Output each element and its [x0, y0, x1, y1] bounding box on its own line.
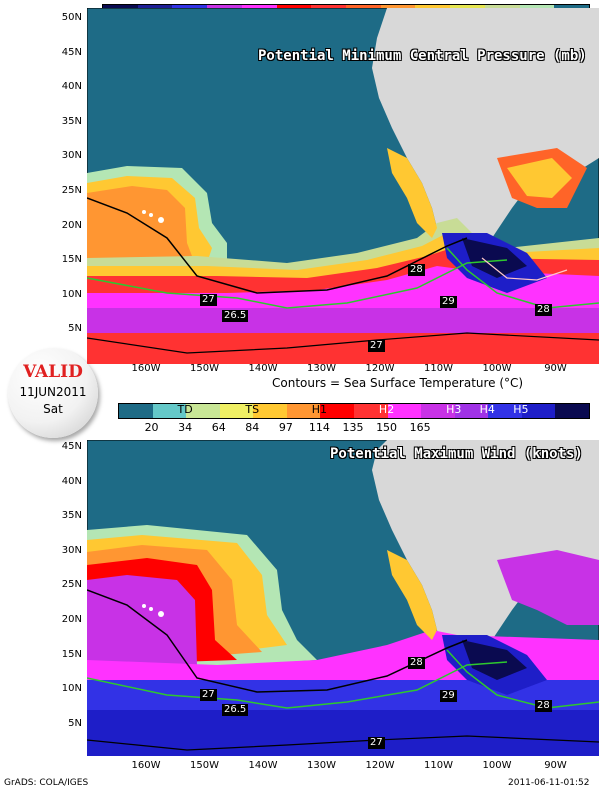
longitude-tick-label: 120W [365, 760, 395, 771]
longitude-tick-label: 110W [424, 363, 453, 374]
pressure-panel-title: Potential Minimum Central Pressure (mb) [258, 48, 587, 64]
latitude-tick-label: 45N [61, 46, 82, 58]
latitude-tick-label: 5N [68, 323, 82, 335]
valid-time-badge: VALID 11JUN2011 Sat [8, 348, 98, 438]
colorbar-label: 97 [278, 421, 293, 434]
longitude-tick-label: 130W [307, 363, 336, 374]
latitude-tick-label: 50N [61, 12, 82, 23]
contour-label: 27 [200, 689, 217, 701]
latitude-tick-label: 40N [61, 81, 82, 93]
colorbar-label: 150 [376, 421, 398, 434]
colorbar-swatch [253, 404, 288, 418]
latitude-tick-label: 30N [61, 544, 82, 556]
colorbar-swatch [354, 404, 389, 418]
latitude-tick-label: 25N [61, 185, 82, 196]
longitude-tick-label: 140W [248, 363, 278, 374]
contour-label: 28 [535, 304, 552, 316]
latitude-tick-label: 40N [61, 475, 82, 487]
valid-date: 11JUN2011 [19, 385, 87, 399]
latitude-tick-label: 10N [61, 288, 82, 300]
colorbar-swatch [119, 404, 154, 418]
colorbar-swatch [152, 404, 187, 418]
colorbar-label: 84 [245, 421, 260, 434]
latitude-tick-label: 25N [61, 579, 82, 591]
latitude-tick-label: 15N [61, 254, 82, 266]
contour-label: 28 [408, 657, 425, 669]
footer-credit: GrADS: COLA/IGES [4, 778, 89, 788]
longitude-tick-label: 100W [482, 363, 512, 374]
footer-timestamp: 2011-06-11-01:52 [508, 778, 590, 788]
latitude-tick-label: 35N [61, 510, 82, 522]
valid-day: Sat [43, 402, 63, 416]
latitude-tick-label: 45N [61, 441, 82, 452]
longitude-tick-label: 150W [190, 760, 219, 771]
colorbar-label: 165 [409, 421, 431, 434]
colorbar-swatch [488, 404, 523, 418]
colorbar-swatch [555, 404, 590, 418]
longitude-tick-label: 100W [482, 760, 512, 771]
colorbar-swatch [286, 404, 321, 418]
colorbar-swatch [521, 404, 556, 418]
contour-label: 28 [535, 700, 552, 712]
wind-map [87, 440, 599, 756]
colorbar-category: H4 [479, 403, 495, 416]
contour-label: 26.5 [222, 704, 249, 716]
colorbar-category: H5 [513, 403, 529, 416]
contour-label: 29 [440, 690, 457, 702]
contour-label: 26.5 [222, 310, 249, 322]
colorbar-swatch [186, 404, 221, 418]
longitude-tick-label: 120W [365, 363, 395, 374]
colorbar-swatch [387, 404, 422, 418]
colorbar-swatch [421, 404, 456, 418]
colorbar-label: 20 [144, 421, 159, 434]
wind-colorbar: TD TS H1 H2 H3 H4 H5 20 34 64 84 97 114 135 150 165 [118, 403, 590, 437]
longitude-tick-label: 150W [190, 363, 219, 374]
colorbar-label: 135 [342, 421, 364, 434]
pressure-map [87, 8, 599, 364]
longitude-tick-label: 110W [424, 760, 453, 771]
colorbar-category: H1 [311, 403, 328, 416]
colorbar-category: H2 [378, 403, 395, 416]
latitude-tick-label: 5N [68, 717, 82, 729]
contour-label: 27 [200, 294, 217, 306]
longitude-tick-label: 130W [307, 760, 336, 771]
contour-label: 29 [440, 296, 457, 308]
latitude-tick-label: 10N [61, 683, 82, 695]
longitude-tick-label: 140W [248, 760, 278, 771]
colorbar-swatch [219, 404, 254, 418]
longitude-tick-label: 90W [544, 760, 567, 771]
latitude-tick-label: 20N [61, 219, 82, 231]
colorbar-category: TS [245, 403, 260, 416]
contour-label: 27 [368, 340, 385, 352]
contour-caption: Contours = Sea Surface Temperature (°C) [272, 376, 524, 390]
latitude-tick-label: 15N [61, 648, 82, 660]
latitude-tick-label: 30N [61, 150, 82, 162]
colorbar-category: TD [177, 403, 193, 416]
latitude-tick-label: 20N [61, 614, 82, 625]
longitude-tick-label: 160W [131, 760, 161, 771]
colorbar-category: H3 [446, 403, 462, 416]
contour-label: 28 [408, 264, 425, 276]
colorbar-label: 34 [178, 421, 193, 434]
longitude-tick-label: 160W [131, 363, 161, 374]
colorbar-label: 64 [211, 421, 226, 434]
longitude-tick-label: 90W [544, 363, 567, 374]
colorbar-label: 114 [308, 421, 330, 434]
colorbar-swatch [454, 404, 489, 418]
contour-label: 27 [368, 737, 385, 749]
wind-panel-title: Potential Maximum Wind (knots) [330, 446, 583, 462]
latitude-tick-label: 35N [61, 115, 82, 127]
valid-title: VALID [23, 362, 83, 382]
colorbar-swatch [320, 404, 355, 418]
